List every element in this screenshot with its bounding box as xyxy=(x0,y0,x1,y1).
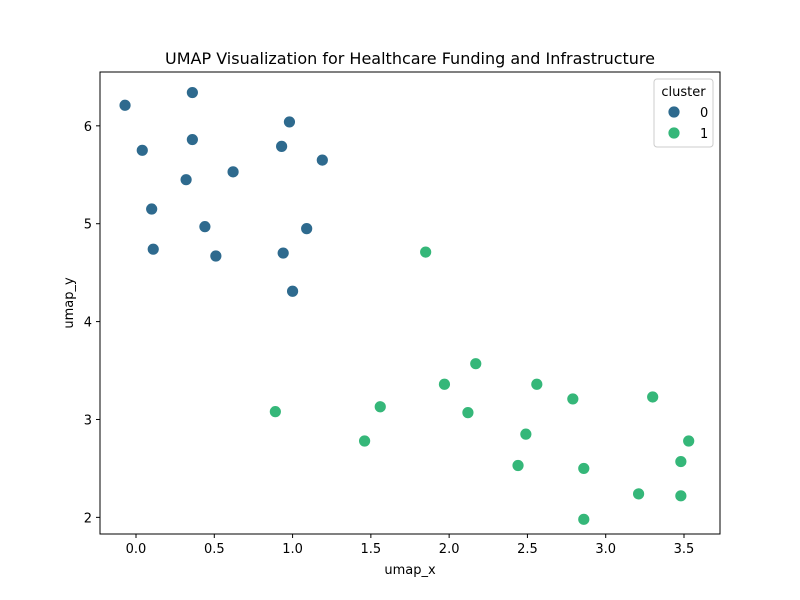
data-point-cluster-0 xyxy=(286,284,299,298)
data-point-cluster-0 xyxy=(226,165,240,179)
data-point-cluster-0 xyxy=(135,143,149,157)
legend-label-1: 1 xyxy=(700,127,708,142)
data-point-cluster-0 xyxy=(118,98,132,112)
data-point-cluster-1 xyxy=(682,434,696,448)
legend-title: cluster xyxy=(661,85,706,100)
x-tick-label: 1.5 xyxy=(361,542,382,557)
data-point-cluster-1 xyxy=(632,487,645,501)
data-point-cluster-1 xyxy=(530,377,544,391)
data-point-cluster-1 xyxy=(674,455,688,468)
data-point-cluster-0 xyxy=(209,249,223,263)
x-axis-label: umap_x xyxy=(384,563,436,578)
data-point-cluster-0 xyxy=(146,242,160,256)
data-point-cluster-1 xyxy=(419,245,433,259)
data-point-cluster-0 xyxy=(315,153,329,167)
y-tick-label: 4 xyxy=(84,316,92,331)
x-tick-label: 2.5 xyxy=(517,542,538,557)
y-axis-label: umap_y xyxy=(62,277,77,329)
data-point-cluster-0 xyxy=(300,222,314,236)
legend: cluster 0 1 xyxy=(653,78,714,148)
y-axis-ticks: 2 3 4 5 6 xyxy=(84,120,100,526)
data-point-cluster-1 xyxy=(646,390,660,404)
data-point-cluster-0 xyxy=(283,115,296,129)
y-tick-label: 5 xyxy=(84,218,92,233)
x-tick-label: 0.0 xyxy=(126,542,147,557)
legend-marker-1 xyxy=(667,126,681,140)
data-point-cluster-1 xyxy=(674,489,688,503)
data-point-cluster-1 xyxy=(577,512,591,526)
y-tick-label: 3 xyxy=(84,413,92,428)
legend-label-0: 0 xyxy=(700,106,708,121)
x-axis-ticks: 0.0 0.5 1.0 1.5 2.0 2.5 3.0 3.5 xyxy=(126,534,695,557)
data-point-cluster-1 xyxy=(461,406,475,420)
data-point-cluster-0 xyxy=(275,139,289,153)
x-tick-label: 2.0 xyxy=(439,542,460,557)
data-point-cluster-1 xyxy=(438,377,451,391)
data-point-cluster-1 xyxy=(566,392,580,406)
plot-area-frame xyxy=(99,71,721,535)
x-tick-label: 0.5 xyxy=(204,542,225,557)
data-point-cluster-1 xyxy=(511,459,525,472)
data-point-cluster-1 xyxy=(577,462,591,475)
data-point-cluster-0 xyxy=(185,86,199,99)
legend-marker-0 xyxy=(667,105,681,119)
x-tick-label: 1.0 xyxy=(282,542,303,557)
data-point-cluster-0 xyxy=(185,133,199,146)
y-tick-label: 6 xyxy=(84,120,92,135)
data-point-cluster-1 xyxy=(358,434,371,448)
x-tick-label: 3.0 xyxy=(595,542,616,557)
data-point-cluster-0 xyxy=(179,173,193,187)
data-point-cluster-0 xyxy=(145,202,159,216)
data-point-cluster-0 xyxy=(198,220,212,234)
data-point-cluster-1 xyxy=(469,357,483,371)
data-point-cluster-0 xyxy=(276,246,290,260)
points-layer xyxy=(118,86,696,526)
data-point-cluster-1 xyxy=(519,427,533,441)
chart-title: UMAP Visualization for Healthcare Fundin… xyxy=(165,49,655,68)
y-tick-label: 2 xyxy=(84,511,92,526)
x-tick-label: 3.5 xyxy=(674,542,695,557)
data-point-cluster-1 xyxy=(268,405,282,419)
data-point-cluster-1 xyxy=(373,400,387,414)
